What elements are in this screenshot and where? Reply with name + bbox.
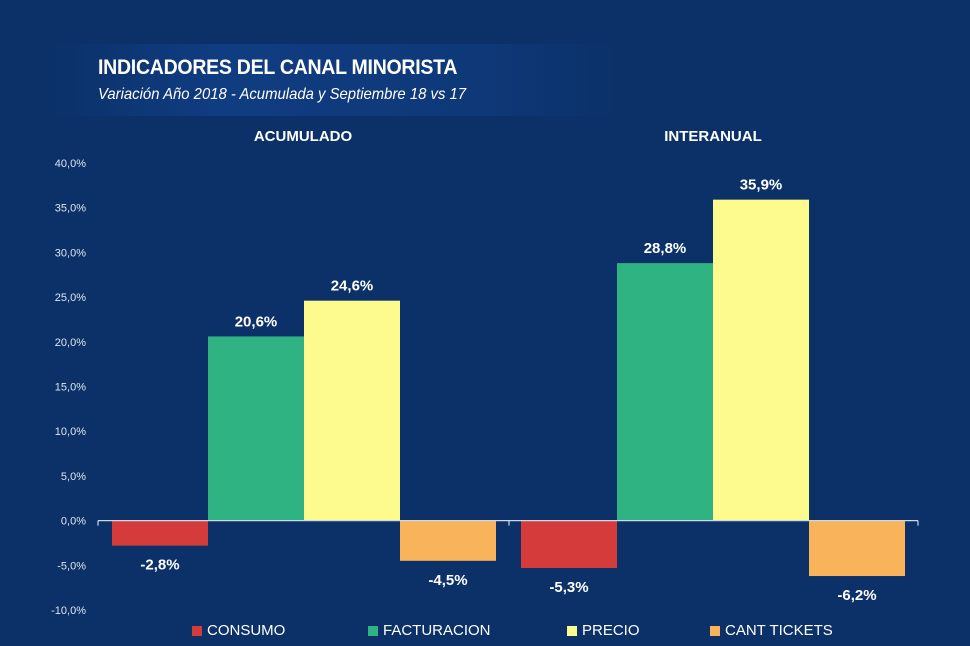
y-tick-label: 10,0% (55, 426, 86, 438)
data-label-consumo-interanual: -5,3% (549, 579, 588, 596)
y-tick-label: 35,0% (55, 203, 86, 215)
bar-precio-interanual (713, 199, 809, 521)
bar-cant-tickets-acumulado (400, 520, 496, 561)
chart-subtitle: Variación Año 2018 - Acumulada y Septiem… (98, 86, 467, 103)
legend-swatch-facturacion (368, 625, 378, 636)
bar-cant-tickets-interanual (809, 520, 905, 577)
legend-label-cant-tickets: CANT TICKETS (725, 622, 833, 639)
legend: CONSUMO FACTURACION PRECIO CANT TICKETS (0, 622, 970, 642)
data-label-facturacion-interanual: 28,8% (644, 240, 687, 257)
data-label-consumo-acumulado: -2,8% (140, 557, 179, 574)
group-title-interanual: INTERANUAL (664, 128, 762, 145)
legend-label-consumo: CONSUMO (207, 622, 286, 639)
legend-swatch-cant-tickets (710, 625, 720, 636)
bar-facturacion-acumulado (208, 336, 304, 521)
legend-item-facturacion: FACTURACION (368, 622, 491, 639)
y-tick-label: 20,0% (55, 337, 86, 349)
y-tick-label: 5,0% (61, 471, 86, 483)
y-tick-label: 25,0% (55, 292, 86, 304)
bar-facturacion-interanual (617, 263, 713, 521)
chart-title: INDICADORES DEL CANAL MINORISTA (98, 56, 458, 79)
y-tick-label: 15,0% (55, 382, 86, 394)
data-label-facturacion-acumulado: 20,6% (235, 313, 278, 330)
legend-label-facturacion: FACTURACION (383, 622, 491, 639)
bar-consumo-interanual (521, 520, 617, 568)
legend-swatch-consumo (192, 625, 202, 636)
title-band (50, 44, 620, 116)
data-label-precio-interanual: 35,9% (740, 177, 783, 194)
y-tick-label: -5,0% (57, 560, 86, 572)
data-label-cant-tickets-acumulado: -4,5% (428, 572, 467, 589)
data-label-precio-acumulado: 24,6% (331, 278, 374, 295)
y-tick-label: 40,0% (55, 158, 86, 170)
legend-swatch-precio (567, 625, 577, 636)
legend-item-consumo: CONSUMO (192, 622, 285, 639)
data-label-cant-tickets-interanual: -6,2% (837, 587, 876, 604)
y-tick-label: -10,0% (51, 605, 86, 617)
legend-label-precio: PRECIO (582, 622, 640, 639)
y-tick-label: 30,0% (55, 247, 86, 259)
bar-precio-acumulado (304, 300, 400, 521)
y-tick-label: 0,0% (61, 516, 86, 528)
group-title-acumulado: ACUMULADO (253, 128, 353, 145)
legend-item-precio: PRECIO (567, 622, 640, 639)
legend-item-cant-tickets: CANT TICKETS (710, 622, 833, 639)
bar-consumo-acumulado (112, 520, 208, 546)
